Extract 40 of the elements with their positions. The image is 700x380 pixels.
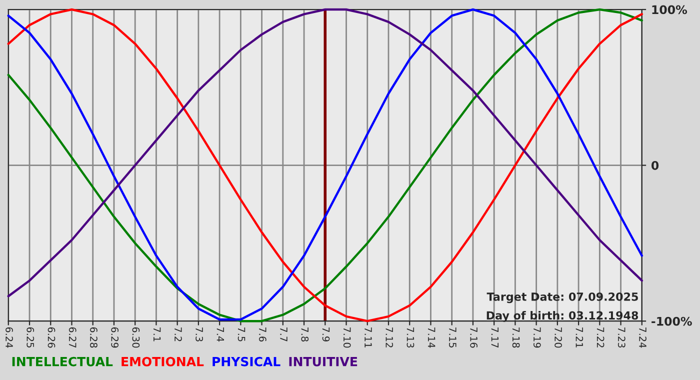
x-tick-label: 7.9 [322,327,330,342]
x-tick-label: 7.24 [639,327,646,348]
y-tick-label: -100% [652,316,692,326]
x-tick-label: 7.7 [280,327,288,342]
x-tick-label: 7.10 [343,327,351,348]
annotation: Target Date: 07.09.2025 [486,292,638,304]
x-tick-label: 7.17 [491,327,498,348]
x-tick-label: 7.20 [554,327,562,348]
y-tick-label: 0 [651,161,659,170]
x-tick-label: 7.11 [364,327,372,348]
text: INTELLECTUAL [12,356,113,366]
x-tick-label: 7.16 [470,327,478,348]
x-tick-label: 7.5 [238,327,246,342]
x-tick-label: 7.22 [596,327,604,348]
x-tick-label: 7.23 [618,327,626,348]
x-tick-label: 6.28 [90,327,98,348]
text: EMOTIONAL [122,356,204,366]
x-tick-label: 7.1 [154,327,161,342]
x-tick-label: 6.25 [26,327,34,348]
x-tick-label: 7.4 [216,327,224,342]
x-tick-label: 7.13 [406,327,414,348]
x-tick-label: 7.19 [533,327,541,348]
x-tick-label: 6.30 [132,327,140,348]
x-tick-label: 6.26 [48,327,56,348]
y-tick-label: 100% [652,5,688,14]
text: INTUITIVE [289,357,358,366]
x-tick-label: 6.29 [111,327,119,348]
x-tick-label: 7.15 [449,327,456,348]
x-tick-label: 7.12 [386,327,394,348]
x-tick-label: 7.8 [301,327,309,342]
x-tick-label: 6.27 [68,327,76,348]
x-tick-label: 7.6 [258,327,266,342]
x-tick-label: 7.21 [576,327,584,348]
x-tick-label: 7.18 [512,327,520,348]
annotation: Day of birth: 03.12.1948 [486,311,638,322]
x-tick-label: 7.2 [174,327,182,342]
x-tick-label: 7.3 [196,327,203,342]
x-tick-label: 7.14 [428,327,436,348]
x-tick-label: 6.24 [6,327,13,348]
text: PHYSICAL [212,356,280,366]
